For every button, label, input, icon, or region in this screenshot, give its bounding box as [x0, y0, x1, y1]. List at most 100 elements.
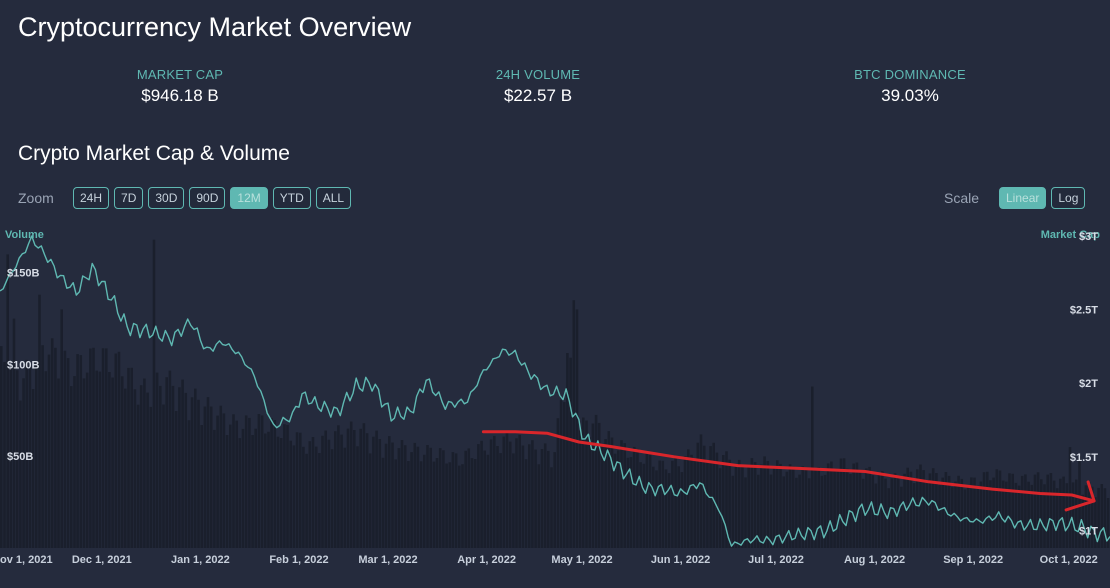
volume-bar — [477, 444, 480, 548]
volume-bar — [696, 442, 700, 548]
volume-bar — [642, 463, 646, 548]
volume-bar — [302, 446, 305, 548]
volume-bar — [556, 418, 560, 548]
x-axis-tick: Apr 1, 2022 — [457, 554, 516, 566]
volume-bar — [578, 430, 582, 548]
volume-bar — [445, 463, 448, 548]
volume-bar — [308, 441, 312, 548]
zoom-ytd-button[interactable]: YTD — [272, 187, 311, 209]
volume-bar — [626, 457, 630, 548]
volume-bar — [744, 477, 747, 548]
volume-bar — [715, 452, 719, 548]
volume-bar — [337, 425, 340, 548]
volume-bar — [900, 486, 903, 548]
volume-bar — [524, 459, 528, 548]
volume-bar — [50, 338, 54, 548]
volume-bar — [299, 432, 302, 548]
market-chart-svg[interactable]: Volume Market Cap $50B $100B $150B $1T $1.5T $2… — [0, 222, 1110, 583]
volume-bar — [620, 440, 623, 548]
volume-bar — [66, 358, 70, 548]
zoom-24h-button[interactable]: 24H — [73, 187, 110, 209]
volume-bar — [171, 385, 175, 548]
x-axis-tick: May 1, 2022 — [551, 554, 612, 566]
volume-bar — [190, 397, 194, 548]
x-axis-tick: Feb 1, 2022 — [269, 554, 328, 566]
right-axis-tick: $1.5T — [1070, 452, 1098, 464]
volume-bar — [63, 350, 67, 548]
volume-bar — [505, 431, 509, 548]
volume-bar — [1017, 485, 1021, 548]
zoom-30d-button[interactable]: 30D — [148, 187, 185, 209]
volume-bar — [267, 431, 270, 548]
volume-bar — [826, 463, 830, 548]
zoom-12m-button[interactable]: 12M — [230, 187, 268, 209]
volume-bar — [321, 435, 324, 548]
volume-bar — [454, 453, 458, 548]
market-chart[interactable]: Volume Market Cap $50B $100B $150B $1T $1.5T $2… — [0, 222, 1110, 583]
volume-bar — [989, 480, 992, 548]
volume-bar — [120, 376, 124, 548]
volume-bar — [1059, 478, 1062, 548]
volume-bar — [159, 385, 162, 548]
volume-bar — [986, 471, 989, 548]
volume-bar — [601, 443, 604, 548]
volume-bar — [264, 433, 267, 548]
volume-bar — [435, 458, 439, 548]
volume-bar — [197, 399, 200, 548]
volume-bar — [28, 364, 32, 548]
volume-bar — [1090, 486, 1094, 548]
volume-bar — [279, 438, 283, 548]
volume-bar — [846, 468, 849, 548]
volume-bar — [483, 450, 486, 548]
zoom-7d-button[interactable]: 7D — [114, 187, 144, 209]
volume-bar — [791, 466, 795, 548]
market-cap-stat: MARKET CAP $946.18 B — [110, 67, 250, 106]
zoom-all-button[interactable]: ALL — [315, 187, 352, 209]
volume-bar — [772, 467, 776, 548]
volume-bar — [375, 430, 378, 548]
volume-bar — [1049, 473, 1053, 548]
volume-bar — [1033, 474, 1037, 548]
volume-bar — [155, 372, 159, 548]
x-axis-tick: ov 1, 2021 — [0, 554, 53, 566]
volume-bar — [76, 354, 79, 548]
volume-bar — [133, 389, 137, 548]
volume-bar — [35, 362, 38, 548]
left-axis-tick: $150B — [7, 268, 39, 280]
annotation-arrow — [481, 430, 1096, 512]
scale-log-button[interactable]: Log — [1051, 187, 1086, 209]
volume-bar — [400, 440, 404, 548]
volume-bar — [181, 379, 184, 548]
volume-bar — [286, 424, 289, 548]
volume-bar — [184, 392, 188, 548]
volume-bar — [419, 461, 423, 548]
volume-bar — [671, 460, 674, 548]
volume-bar — [276, 436, 280, 548]
volume-series — [0, 239, 1110, 548]
scale-linear-button[interactable]: Linear — [999, 187, 1047, 209]
volume-bar — [960, 478, 964, 548]
volume-bar — [712, 442, 715, 548]
volume-bar — [639, 462, 642, 548]
volume-bar — [1020, 475, 1024, 548]
volume-bar — [235, 420, 238, 548]
volume-bar — [998, 470, 1002, 548]
volume-bar — [728, 459, 731, 548]
volume-bar — [1106, 498, 1110, 548]
volume-bar — [89, 348, 92, 548]
volume-bar — [124, 388, 127, 548]
volume-bar — [340, 434, 343, 548]
volume-bar — [1075, 479, 1078, 548]
volume-bar — [413, 442, 417, 548]
volume-bar — [811, 386, 814, 548]
volume-bar — [165, 377, 168, 548]
volume-bar — [486, 454, 490, 548]
market-cap-label: MARKET CAP — [136, 67, 224, 82]
zoom-90d-button[interactable]: 90D — [189, 187, 226, 209]
volume-bar — [760, 464, 763, 548]
volume-bar — [645, 453, 649, 548]
volume-bar — [515, 438, 518, 548]
volume-bar — [1068, 447, 1072, 548]
volume-value: $22.57 B — [503, 86, 573, 105]
volume-bar — [613, 453, 617, 548]
